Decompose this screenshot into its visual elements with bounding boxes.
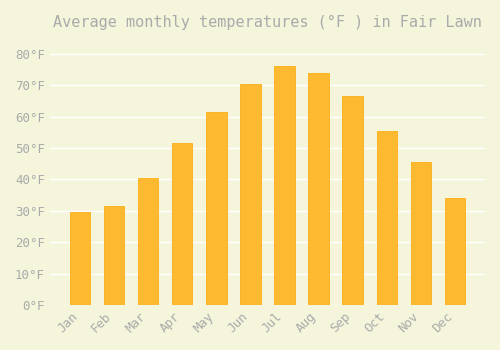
Bar (240, 84, 260, 305)
Bar (445, 198, 465, 305)
Bar (410, 162, 431, 305)
Bar (104, 206, 124, 305)
Bar (376, 131, 397, 305)
Bar (138, 178, 158, 305)
Bar (308, 73, 329, 305)
Bar (274, 66, 294, 305)
Bar (206, 112, 227, 305)
Bar (70, 212, 90, 305)
Title: Average monthly temperatures (°F ) in Fair Lawn: Average monthly temperatures (°F ) in Fa… (53, 15, 482, 30)
Bar (172, 143, 193, 305)
Bar (342, 96, 363, 305)
